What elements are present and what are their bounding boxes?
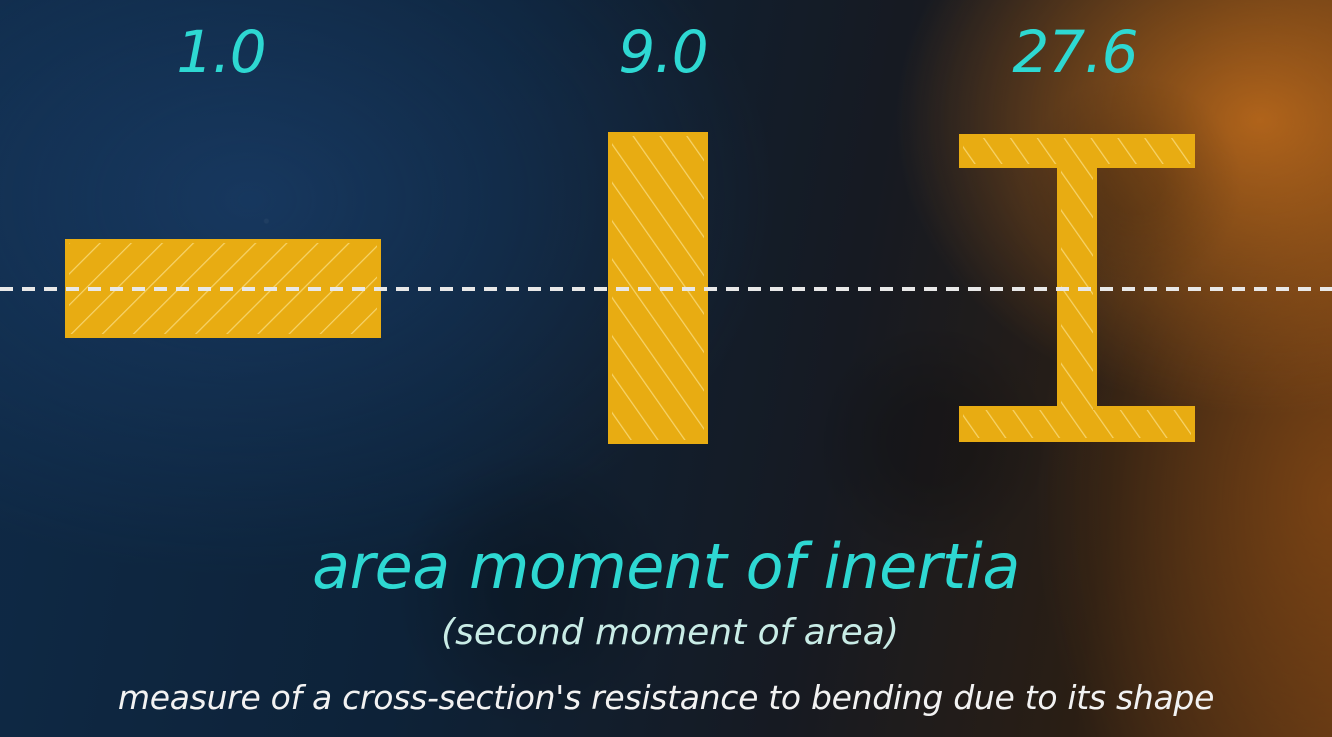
tall-rectangle-value: 9.0 <box>618 18 708 86</box>
diagram-caption: measure of a cross-section's resistance … <box>117 678 1215 717</box>
flat-rectangle-value: 1.0 <box>176 18 266 86</box>
i-beam-value: 27.6 <box>1012 18 1138 86</box>
diagram-title: area moment of inertia <box>312 530 1020 603</box>
diagram-subtitle: (second moment of area) <box>441 612 899 653</box>
i-beam-shape <box>959 134 1195 442</box>
